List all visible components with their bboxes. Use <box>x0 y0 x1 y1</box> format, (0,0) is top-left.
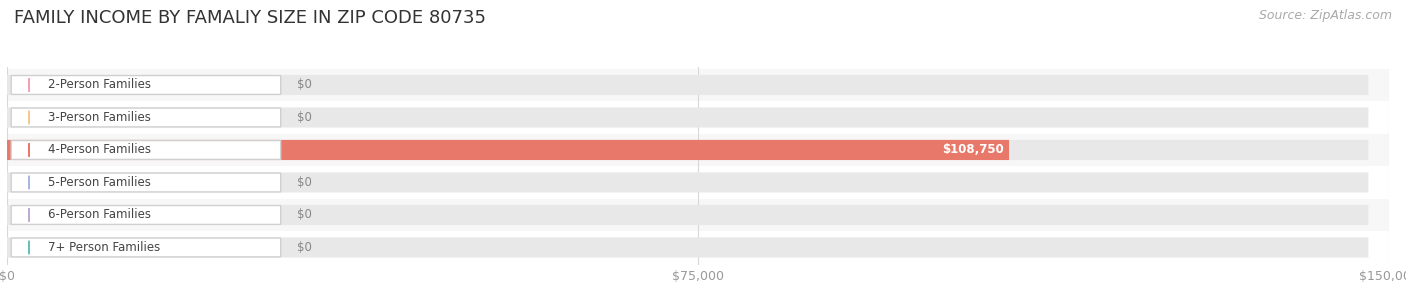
Text: FAMILY INCOME BY FAMALIY SIZE IN ZIP CODE 80735: FAMILY INCOME BY FAMALIY SIZE IN ZIP COD… <box>14 9 486 27</box>
Text: 2-Person Families: 2-Person Families <box>48 78 152 92</box>
FancyBboxPatch shape <box>7 237 1368 257</box>
Text: $0: $0 <box>297 176 312 189</box>
FancyBboxPatch shape <box>7 205 1368 225</box>
FancyBboxPatch shape <box>7 140 1010 160</box>
Text: $0: $0 <box>297 78 312 92</box>
Bar <box>7 101 1389 134</box>
Text: $108,750: $108,750 <box>942 143 1004 156</box>
Bar <box>7 166 1389 199</box>
FancyBboxPatch shape <box>11 238 281 257</box>
Text: 4-Person Families: 4-Person Families <box>48 143 152 156</box>
FancyBboxPatch shape <box>7 172 1368 192</box>
Text: 7+ Person Families: 7+ Person Families <box>48 241 160 254</box>
Text: 5-Person Families: 5-Person Families <box>48 176 152 189</box>
FancyBboxPatch shape <box>11 173 281 192</box>
FancyBboxPatch shape <box>11 206 281 224</box>
Bar <box>7 69 1389 101</box>
FancyBboxPatch shape <box>11 141 281 160</box>
Text: Source: ZipAtlas.com: Source: ZipAtlas.com <box>1258 9 1392 22</box>
Text: $0: $0 <box>297 241 312 254</box>
Bar <box>7 134 1389 166</box>
FancyBboxPatch shape <box>11 108 281 127</box>
FancyBboxPatch shape <box>7 107 1368 127</box>
Bar <box>7 199 1389 231</box>
FancyBboxPatch shape <box>11 76 281 95</box>
Text: 6-Person Families: 6-Person Families <box>48 209 152 221</box>
Text: $0: $0 <box>297 209 312 221</box>
FancyBboxPatch shape <box>7 75 1368 95</box>
FancyBboxPatch shape <box>7 140 1368 160</box>
Text: $0: $0 <box>297 111 312 124</box>
Text: 3-Person Families: 3-Person Families <box>48 111 152 124</box>
Bar <box>7 231 1389 264</box>
